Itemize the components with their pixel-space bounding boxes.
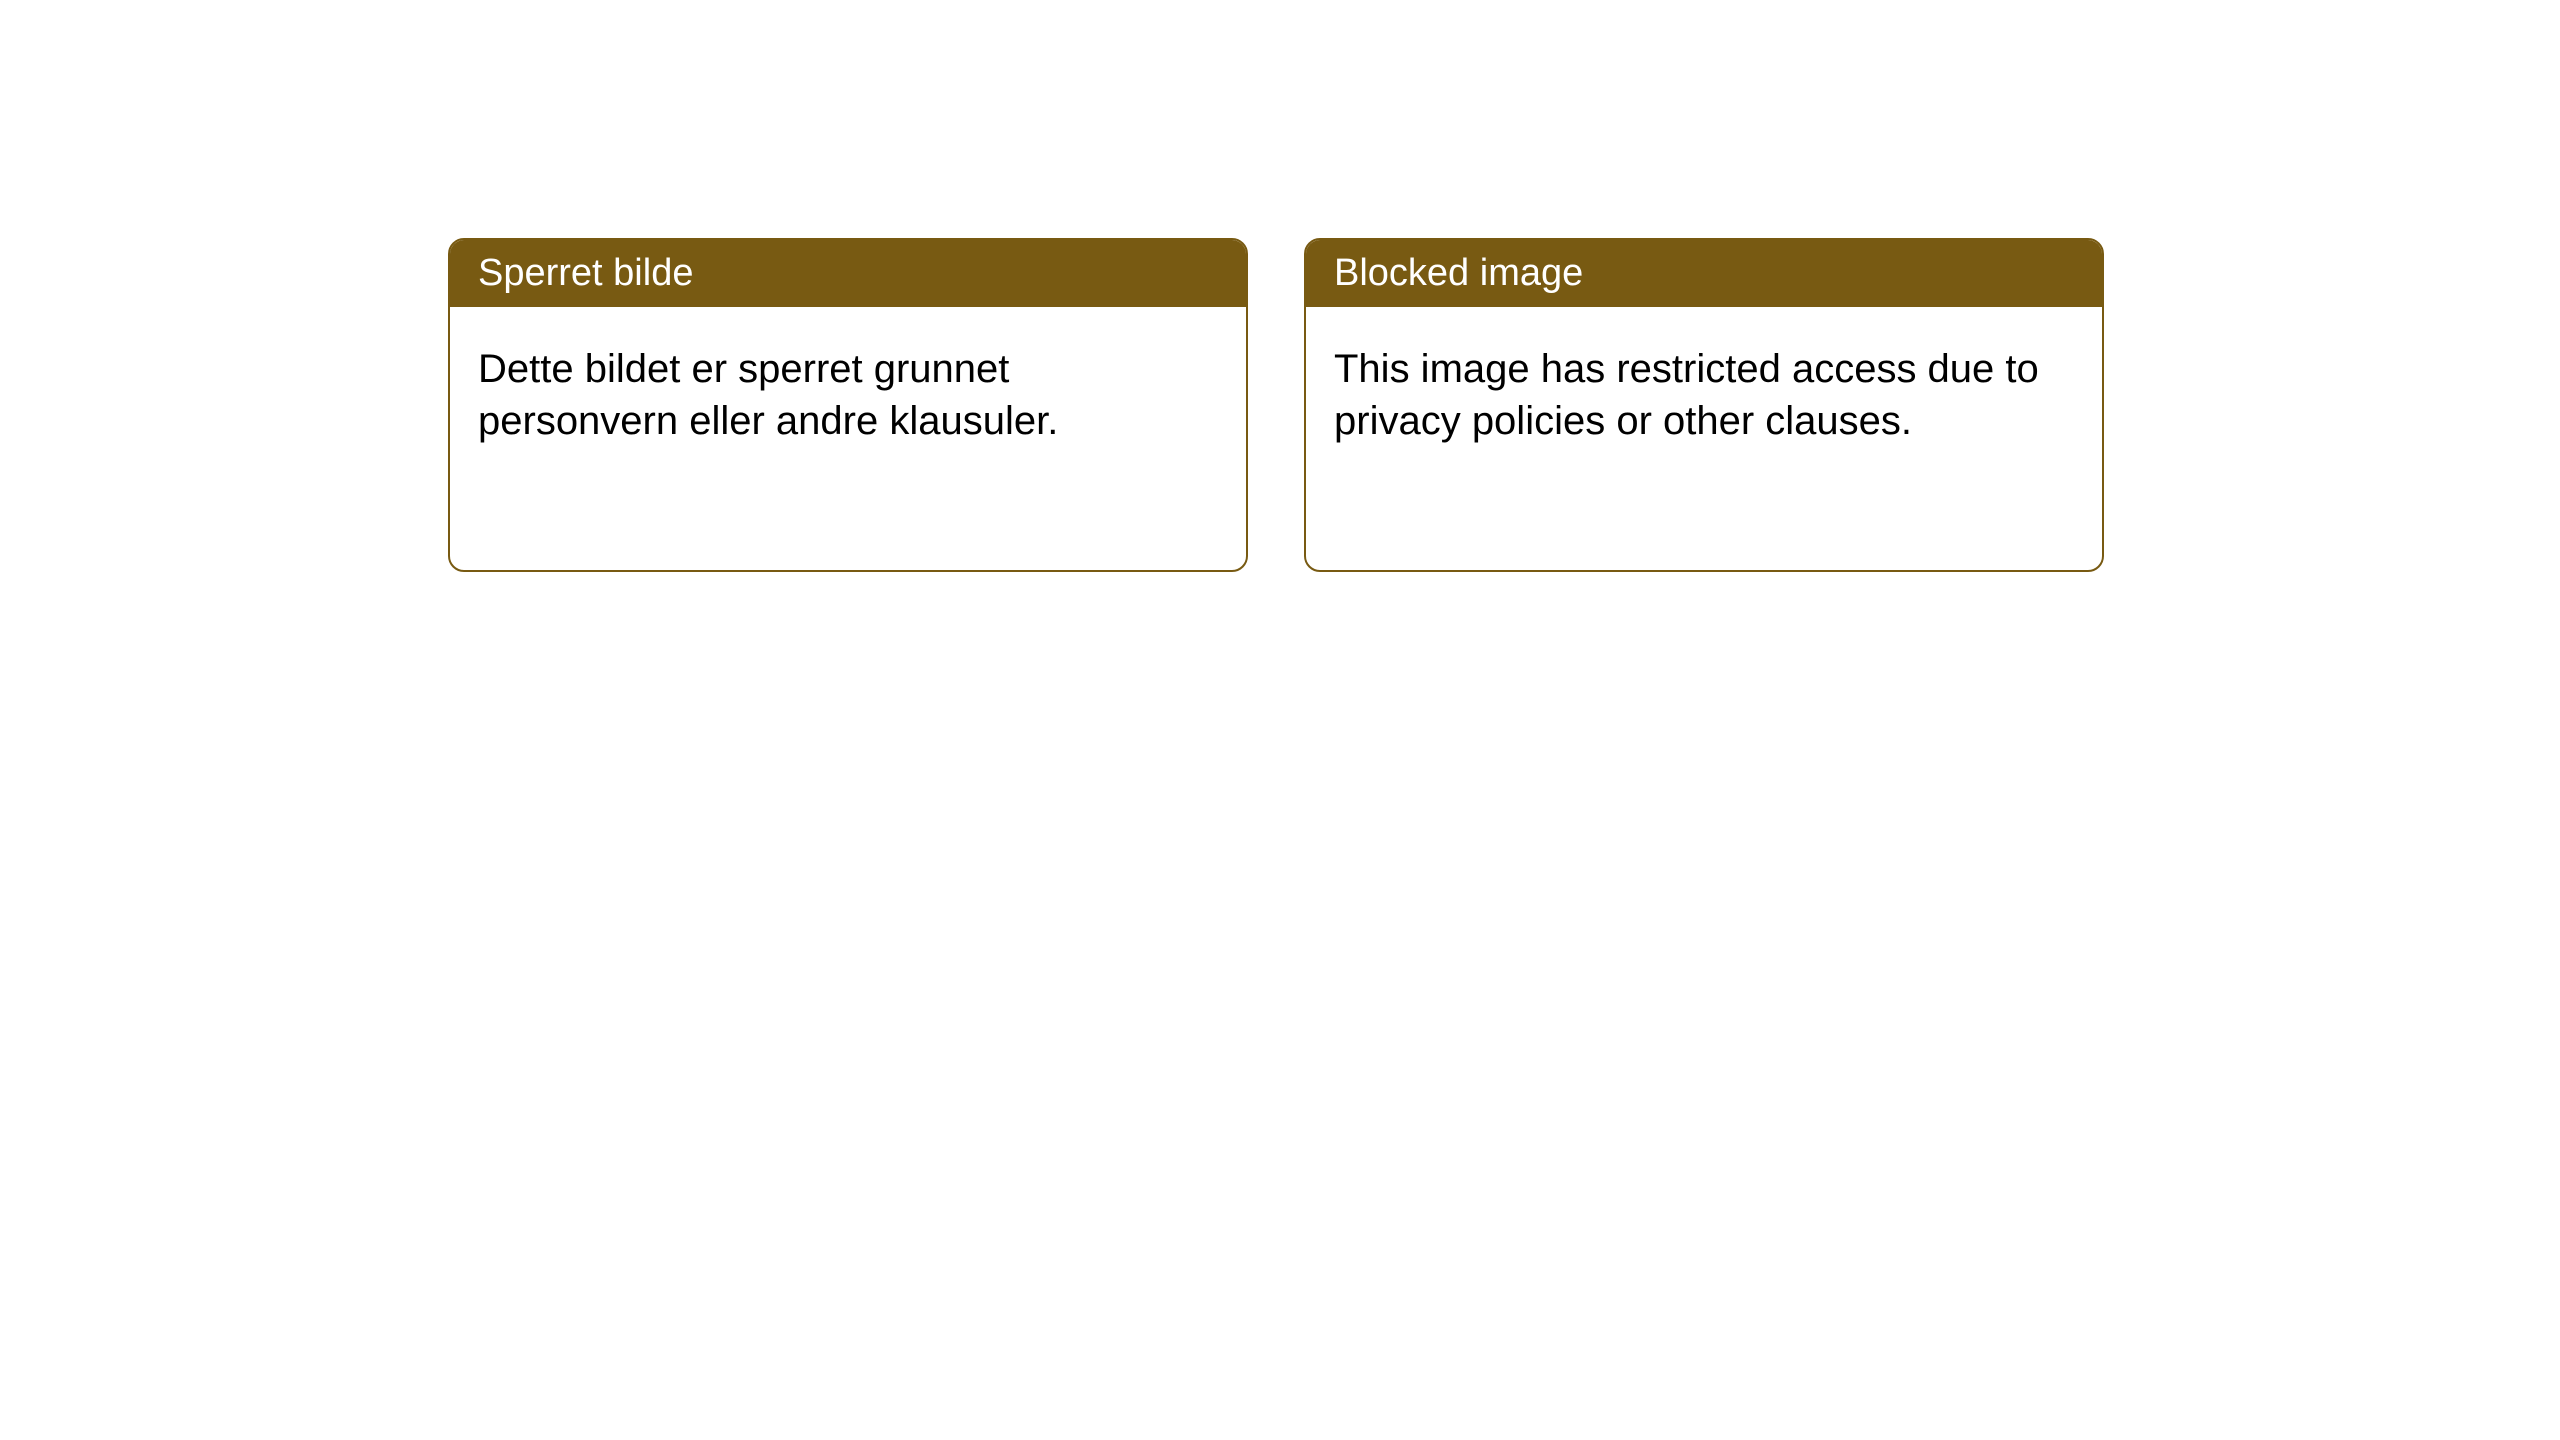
blocked-image-card-en: Blocked image This image has restricted … [1304,238,2104,572]
card-title: Sperret bilde [478,252,693,294]
cards-container: Sperret bilde Dette bildet er sperret gr… [448,238,2104,572]
blocked-image-card-no: Sperret bilde Dette bildet er sperret gr… [448,238,1248,572]
card-body-text: Dette bildet er sperret grunnet personve… [478,347,1058,443]
card-title: Blocked image [1334,252,1583,294]
card-body: Dette bildet er sperret grunnet personve… [450,307,1246,483]
card-body-text: This image has restricted access due to … [1334,347,2039,443]
card-body: This image has restricted access due to … [1306,307,2102,483]
card-header: Sperret bilde [450,240,1246,307]
card-header: Blocked image [1306,240,2102,307]
